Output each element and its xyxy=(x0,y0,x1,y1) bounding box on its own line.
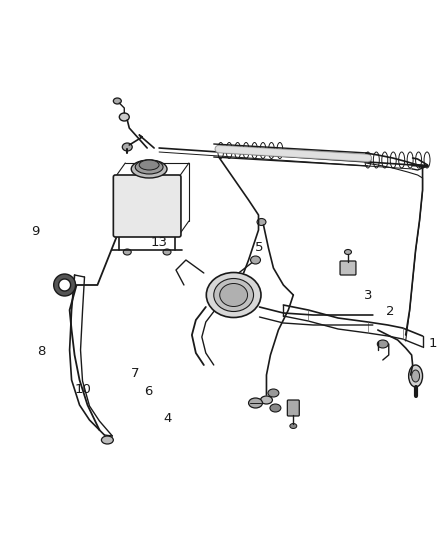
Ellipse shape xyxy=(249,398,262,408)
Text: 6: 6 xyxy=(144,385,152,398)
Ellipse shape xyxy=(214,279,254,311)
Ellipse shape xyxy=(119,113,129,121)
Ellipse shape xyxy=(102,436,113,444)
Ellipse shape xyxy=(135,160,163,174)
Ellipse shape xyxy=(257,219,266,225)
Ellipse shape xyxy=(122,143,132,151)
Text: 3: 3 xyxy=(364,289,372,302)
Ellipse shape xyxy=(290,424,297,429)
Ellipse shape xyxy=(345,249,351,254)
Text: 5: 5 xyxy=(255,241,263,254)
Ellipse shape xyxy=(377,340,388,348)
Ellipse shape xyxy=(113,98,121,104)
Ellipse shape xyxy=(270,404,281,412)
Text: 1: 1 xyxy=(429,337,438,350)
Ellipse shape xyxy=(251,256,261,264)
Ellipse shape xyxy=(163,249,171,255)
Ellipse shape xyxy=(268,389,279,397)
Ellipse shape xyxy=(220,284,247,306)
FancyBboxPatch shape xyxy=(340,261,356,275)
Ellipse shape xyxy=(409,365,423,387)
Ellipse shape xyxy=(131,160,167,178)
Ellipse shape xyxy=(139,160,159,170)
Text: 13: 13 xyxy=(150,236,167,249)
Ellipse shape xyxy=(123,249,131,255)
Text: 8: 8 xyxy=(37,345,46,358)
FancyBboxPatch shape xyxy=(287,400,299,416)
Text: 10: 10 xyxy=(74,383,91,395)
Text: 4: 4 xyxy=(163,412,172,425)
Ellipse shape xyxy=(261,396,272,404)
Text: 9: 9 xyxy=(32,225,40,238)
FancyBboxPatch shape xyxy=(113,175,181,237)
Text: 7: 7 xyxy=(131,367,139,379)
Ellipse shape xyxy=(412,370,420,382)
Ellipse shape xyxy=(206,272,261,318)
Text: 2: 2 xyxy=(385,305,394,318)
